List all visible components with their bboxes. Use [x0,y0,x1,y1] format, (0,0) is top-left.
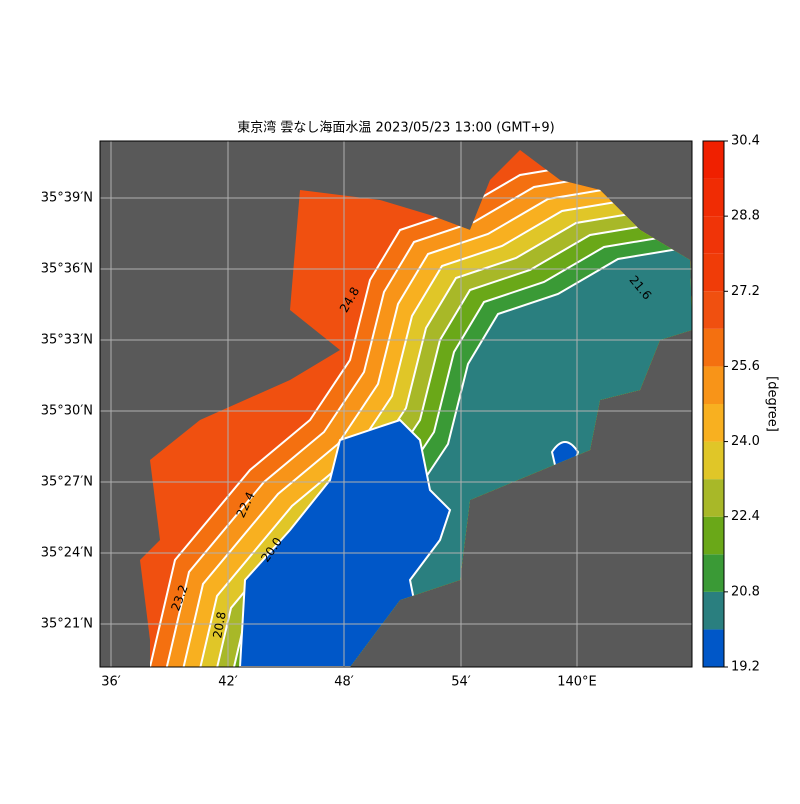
colorbar-tick-label: 22.4 [731,509,760,524]
lat-label: 35°27′N [41,475,93,490]
colorbar-tick-label: 30.4 [731,134,760,149]
lat-label: 35°33′N [41,333,93,348]
title: 東京湾 雲なし海面水温 2023/05/23 13:00 (GMT+9) [237,120,554,136]
plot-frame [99,140,693,668]
colorbar-band [703,328,724,367]
lat-label: 35°24′N [41,546,93,561]
colorbar-band [703,141,724,179]
colorbar-band [703,178,724,217]
lat-label: 35°30′N [41,404,93,419]
colorbar-frame [702,140,725,668]
colorbar-band [703,404,724,442]
contour-label: 20.8 [210,611,228,640]
colorbar-tick-label: 28.8 [731,209,760,224]
colorbar-tick-label: 19.2 [731,660,760,675]
colorbar-band [703,591,724,630]
lon-label: 140°E [557,675,597,690]
lat-label: 35°21′N [41,617,93,632]
colorbar-tick-label: 27.2 [731,284,760,299]
colorbar-band [703,629,724,667]
colorbar-band [703,516,724,555]
colorbar-band [703,253,724,292]
colorbar-band [703,479,724,517]
colorbar-band [703,441,724,480]
lat-label: 35°39′N [41,191,93,206]
colorbar-band [703,366,724,404]
colorbar-label: [degree] [765,376,780,432]
colorbar-tick-label: 20.8 [731,584,760,599]
colorbar-tick-label: 24.0 [731,434,760,449]
lon-label: 48′ [334,675,354,690]
colorbar-band [703,554,724,592]
lon-label: 42′ [218,675,238,690]
colorbar-band [703,291,724,329]
colorbar-band [703,216,724,254]
colorbar: 19.2 20.8 22.4 24.0 25.6 27.2 28.8 30.4 [702,134,760,675]
colorbar-tick-label: 25.6 [731,359,760,374]
lon-label: 54′ [451,675,471,690]
lon-label: 36′ [101,675,121,690]
lat-label: 35°36′N [41,262,93,277]
grid [100,141,692,667]
